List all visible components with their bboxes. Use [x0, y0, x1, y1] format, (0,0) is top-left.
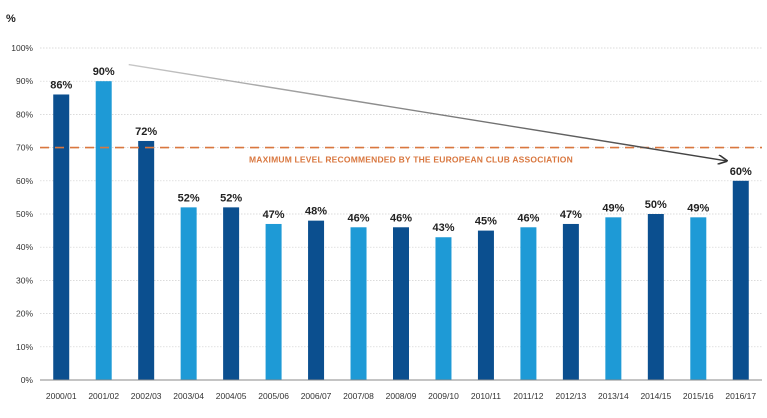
- bar: [53, 94, 70, 380]
- y-tick-label: 20%: [16, 309, 33, 319]
- x-tick-label: 2007/08: [343, 391, 374, 401]
- data-label: 49%: [602, 202, 624, 214]
- bar: [435, 237, 452, 380]
- x-tick-label: 2016/17: [725, 391, 756, 401]
- data-label: 90%: [93, 66, 115, 78]
- x-tick-label: 2010/11: [471, 391, 501, 401]
- data-label: 46%: [348, 212, 370, 224]
- bar: [350, 227, 367, 380]
- bar: [477, 230, 494, 380]
- x-tick-label: 2009/10: [428, 391, 459, 401]
- data-label: 60%: [730, 166, 752, 178]
- x-tick-label: 2015/16: [683, 391, 714, 401]
- x-tick-label: 2006/07: [301, 391, 332, 401]
- bar: [732, 180, 749, 380]
- x-tick-label: 2002/03: [131, 391, 162, 401]
- y-tick-label: 40%: [16, 242, 33, 252]
- bar: [265, 223, 282, 380]
- x-tick-label: 2011/12: [513, 391, 543, 401]
- y-tick-label: 80%: [16, 109, 33, 119]
- data-labels: 86% 90% 72% 52% 52% 47% 48% 46% 46% 43% 45% 46% 47% 4…: [50, 66, 752, 234]
- data-label: 45%: [475, 216, 497, 228]
- x-tick-label: 2005/06: [258, 391, 289, 401]
- bar: [520, 227, 537, 380]
- x-tick-label: 2004/05: [216, 391, 247, 401]
- y-tick-label: 50%: [16, 209, 33, 219]
- bar: [95, 81, 112, 380]
- x-tick-label: 2000/01: [46, 391, 77, 401]
- data-label: 47%: [263, 209, 285, 221]
- bar: [647, 214, 664, 380]
- y-axis-ticks: 0% 10% 20% 30% 40% 50% 60% 70% 80% 90% 100%: [11, 43, 33, 385]
- data-label: 46%: [390, 212, 412, 224]
- y-tick-label: 70%: [16, 143, 33, 153]
- bars: [53, 81, 749, 380]
- data-label: 52%: [178, 192, 200, 204]
- y-tick-label: 90%: [16, 76, 33, 86]
- data-label: 49%: [687, 202, 709, 214]
- x-axis-ticks: 2000/01 2001/02 2002/03 2003/04 2004/05 2005/…: [46, 391, 757, 401]
- x-tick-label: 2008/09: [386, 391, 417, 401]
- y-tick-label: 10%: [16, 342, 33, 352]
- x-tick-label: 2001/02: [88, 391, 119, 401]
- data-label: 52%: [220, 192, 242, 204]
- data-label: 47%: [560, 209, 582, 221]
- bar: [605, 217, 622, 380]
- data-label: 86%: [50, 79, 72, 91]
- bar: [138, 140, 155, 380]
- y-axis-unit: %: [6, 13, 16, 25]
- bar: [393, 227, 409, 380]
- y-tick-label: 0%: [21, 375, 34, 385]
- reference-line-label: MAXIMUM LEVEL RECOMMENDED BY THE EUROPEA…: [249, 155, 573, 165]
- bar: [223, 207, 240, 380]
- y-tick-label: 30%: [16, 275, 33, 285]
- x-tick-label: 2014/15: [640, 391, 671, 401]
- data-label: 43%: [432, 222, 454, 234]
- bar: [308, 220, 325, 380]
- data-label: 46%: [517, 212, 539, 224]
- y-tick-label: 60%: [16, 176, 33, 186]
- data-label: 72%: [135, 126, 157, 138]
- bar: [180, 207, 197, 380]
- x-tick-label: 2003/04: [173, 391, 204, 401]
- x-tick-label: 2013/14: [598, 391, 629, 401]
- x-tick-label: 2012/13: [556, 391, 587, 401]
- trend-arrow: [128, 63, 727, 161]
- data-label: 50%: [645, 199, 667, 211]
- data-label: 48%: [305, 206, 327, 218]
- bar: [562, 223, 579, 380]
- bar: [690, 217, 707, 380]
- y-tick-label: 100%: [11, 43, 33, 53]
